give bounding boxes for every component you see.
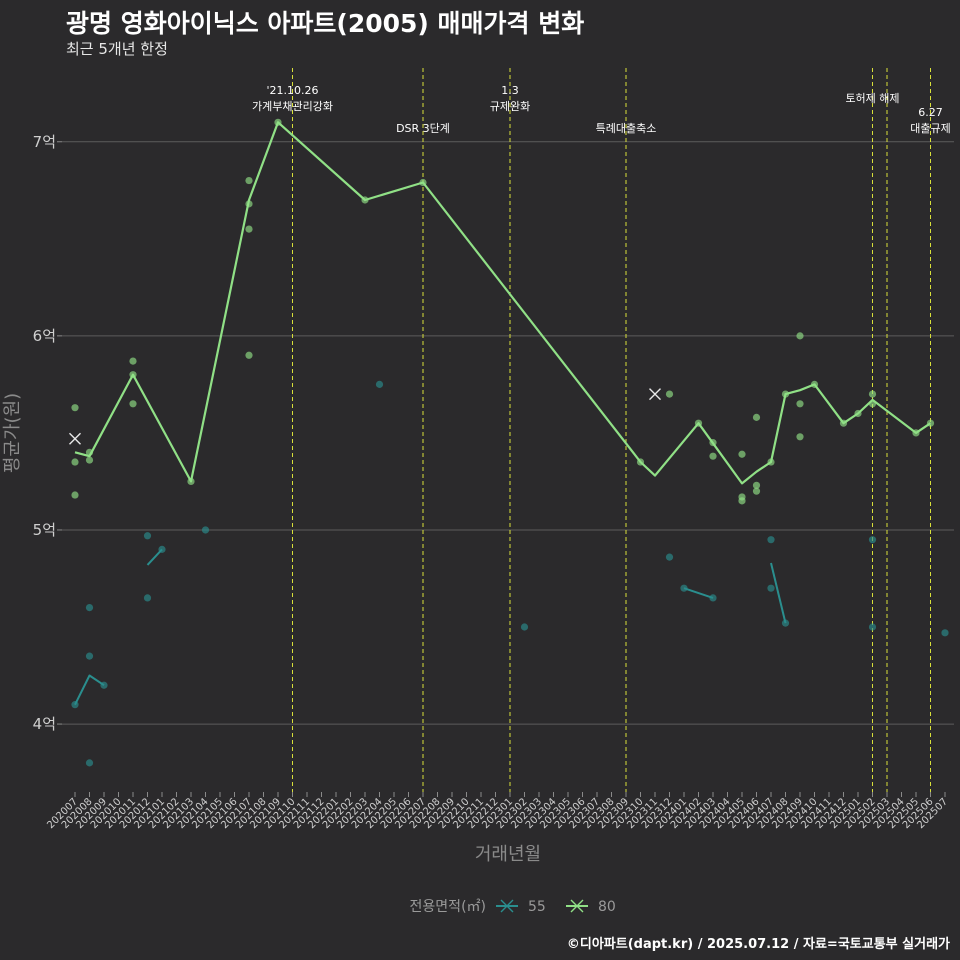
legend-title: 전용면적(㎡) — [410, 899, 486, 915]
y-axis-title: 평균가(원) — [2, 393, 23, 473]
data-point — [187, 477, 195, 486]
chart-subtitle: 최근 5개년 한정 — [66, 40, 168, 58]
policy-annotation-label: 특례대출축소 — [596, 122, 657, 135]
data-point — [854, 409, 862, 418]
data-point — [868, 623, 877, 631]
data-point — [636, 458, 645, 466]
x-axis-ticks: 2020072020082020092020102020112020122021… — [45, 792, 950, 831]
data-point — [810, 380, 819, 388]
data-point — [709, 439, 717, 447]
series-line — [683, 587, 714, 599]
data-point — [129, 400, 137, 408]
series-55 — [71, 380, 949, 767]
data-point — [85, 759, 94, 767]
data-point — [274, 118, 282, 126]
policy-vlines — [292, 68, 931, 792]
chart-title: 광명 영화아이닉스 아파트(2005) 매매가격 변화 — [66, 9, 585, 38]
data-point — [781, 390, 790, 398]
data-point — [738, 497, 746, 505]
legend-label: 80 — [598, 899, 616, 915]
policy-annotation-label: DSR 3단계 — [396, 122, 450, 135]
data-point — [245, 351, 253, 359]
data-point — [201, 526, 210, 534]
data-point — [375, 380, 384, 388]
data-point — [71, 701, 79, 709]
data-point — [796, 400, 804, 408]
legend-x-marker — [500, 899, 514, 913]
legend-label: 55 — [528, 899, 546, 915]
series-layer — [69, 118, 949, 767]
data-point — [143, 594, 152, 602]
data-point — [767, 584, 775, 592]
data-point — [868, 390, 877, 398]
x-marker — [69, 432, 81, 445]
x-marker — [649, 388, 661, 401]
data-point — [129, 357, 137, 365]
y-tick-label: 5억 — [33, 521, 56, 539]
data-point — [738, 450, 746, 458]
series-line — [770, 562, 787, 624]
data-point — [665, 553, 674, 561]
data-point — [100, 681, 108, 689]
data-point — [71, 404, 79, 412]
data-point — [767, 536, 775, 544]
data-point — [665, 390, 674, 398]
policy-annotation-label: '21.10.26 — [266, 84, 318, 97]
data-point — [767, 458, 775, 466]
data-point — [752, 487, 761, 495]
legend-key-80: 80 — [566, 899, 616, 915]
policy-annotation-label: 토허제 해제 — [845, 91, 899, 105]
y-gridlines — [62, 141, 954, 725]
series-80 — [69, 118, 935, 505]
data-point — [796, 332, 804, 340]
data-point — [71, 491, 79, 499]
data-point — [245, 225, 253, 233]
data-point — [912, 429, 920, 437]
data-point — [158, 545, 166, 553]
data-point — [71, 458, 79, 466]
data-point — [85, 652, 94, 660]
data-point — [85, 448, 94, 456]
data-point — [926, 419, 935, 427]
data-point — [85, 604, 94, 612]
data-point — [419, 178, 427, 187]
data-point — [868, 400, 877, 408]
y-tick-label: 7억 — [33, 133, 56, 151]
data-point — [796, 433, 804, 441]
series-line — [74, 121, 932, 485]
policy-annotation-label: 1.3 — [501, 84, 519, 97]
data-point — [680, 584, 688, 592]
series-line — [74, 674, 105, 706]
y-axis-ticks: 4억 5억 6억 7억 — [33, 133, 62, 733]
y-tick-label: 6억 — [33, 327, 56, 345]
data-point — [245, 200, 253, 208]
data-point — [245, 176, 253, 185]
legend: 전용면적(㎡) 55 80 — [410, 899, 616, 915]
y-tick-label: 4억 — [33, 715, 56, 733]
policy-annotation-label: 가계부채관리강화 — [252, 100, 333, 113]
data-point — [129, 371, 137, 379]
data-point — [781, 619, 790, 627]
policy-annotation-label: 규제완화 — [490, 100, 530, 113]
data-point — [709, 452, 717, 460]
data-point — [868, 536, 877, 544]
data-point — [143, 532, 152, 540]
data-point — [361, 196, 369, 204]
data-point — [752, 413, 761, 421]
legend-x-marker — [570, 899, 584, 913]
data-point — [85, 456, 94, 464]
data-point — [694, 419, 703, 427]
policy-annotation-label: 대출규제 — [910, 122, 950, 135]
data-point — [839, 419, 848, 427]
data-point — [709, 594, 717, 602]
source-caption: ©디아파트(dapt.kr) / 2025.07.12 / 자료=국토교통부 실… — [566, 937, 950, 952]
policy-annotation-label: 6.27 — [918, 106, 943, 119]
x-axis-title: 거래년월 — [475, 844, 541, 865]
legend-key-55: 55 — [496, 899, 546, 915]
data-point — [520, 623, 529, 631]
data-point — [941, 629, 949, 637]
data-point — [752, 481, 761, 489]
